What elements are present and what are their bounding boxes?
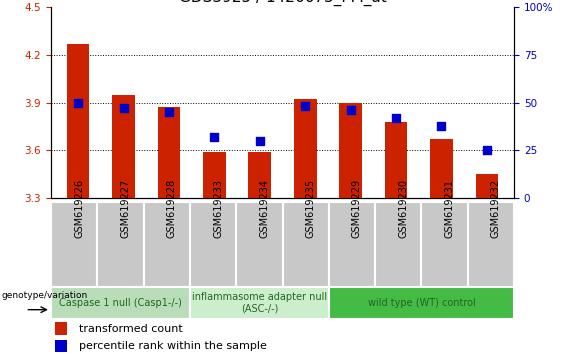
Bar bbox=[51, 287, 190, 319]
Bar bbox=[55, 322, 67, 335]
Bar bbox=[97, 202, 144, 287]
Text: genotype/variation: genotype/variation bbox=[1, 291, 87, 300]
Text: GSM619230: GSM619230 bbox=[398, 179, 408, 238]
Point bbox=[210, 134, 219, 140]
Bar bbox=[190, 287, 329, 319]
Bar bbox=[190, 202, 236, 287]
Bar bbox=[294, 99, 316, 198]
Text: GSM619228: GSM619228 bbox=[167, 179, 177, 238]
Bar bbox=[476, 174, 498, 198]
Point bbox=[392, 115, 401, 121]
Bar bbox=[112, 95, 135, 198]
Bar bbox=[144, 202, 190, 287]
Text: transformed count: transformed count bbox=[79, 324, 182, 333]
Bar bbox=[339, 103, 362, 198]
Bar bbox=[329, 287, 514, 319]
Bar bbox=[51, 202, 97, 287]
Bar bbox=[249, 152, 271, 198]
Title: GDS3925 / 1426673_PM_at: GDS3925 / 1426673_PM_at bbox=[179, 0, 386, 6]
Bar bbox=[236, 202, 282, 287]
Point bbox=[437, 123, 446, 129]
Bar bbox=[282, 202, 329, 287]
Bar bbox=[329, 202, 375, 287]
Text: GSM619229: GSM619229 bbox=[352, 179, 362, 238]
Point bbox=[255, 138, 264, 144]
Point bbox=[73, 100, 82, 105]
Text: GSM619231: GSM619231 bbox=[445, 179, 455, 238]
Text: GSM619235: GSM619235 bbox=[306, 179, 316, 238]
Point bbox=[164, 109, 173, 115]
Point bbox=[119, 105, 128, 111]
Text: inflammasome adapter null
(ASC-/-): inflammasome adapter null (ASC-/-) bbox=[192, 292, 327, 314]
Bar bbox=[375, 202, 421, 287]
Bar bbox=[67, 44, 89, 198]
Text: GSM619233: GSM619233 bbox=[213, 179, 223, 238]
Bar bbox=[385, 122, 407, 198]
Text: GSM619226: GSM619226 bbox=[74, 179, 84, 238]
Point bbox=[346, 108, 355, 113]
Bar bbox=[421, 202, 468, 287]
Point bbox=[301, 104, 310, 109]
Text: Caspase 1 null (Casp1-/-): Caspase 1 null (Casp1-/-) bbox=[59, 298, 182, 308]
Bar bbox=[203, 152, 226, 198]
Text: GSM619227: GSM619227 bbox=[120, 179, 131, 238]
Point bbox=[483, 148, 492, 153]
Bar bbox=[55, 340, 67, 352]
Bar bbox=[158, 107, 180, 198]
Text: GSM619234: GSM619234 bbox=[259, 179, 270, 238]
Bar bbox=[430, 139, 453, 198]
Text: percentile rank within the sample: percentile rank within the sample bbox=[79, 341, 267, 351]
Bar bbox=[468, 202, 514, 287]
Text: wild type (WT) control: wild type (WT) control bbox=[368, 298, 475, 308]
Text: GSM619232: GSM619232 bbox=[491, 179, 501, 238]
